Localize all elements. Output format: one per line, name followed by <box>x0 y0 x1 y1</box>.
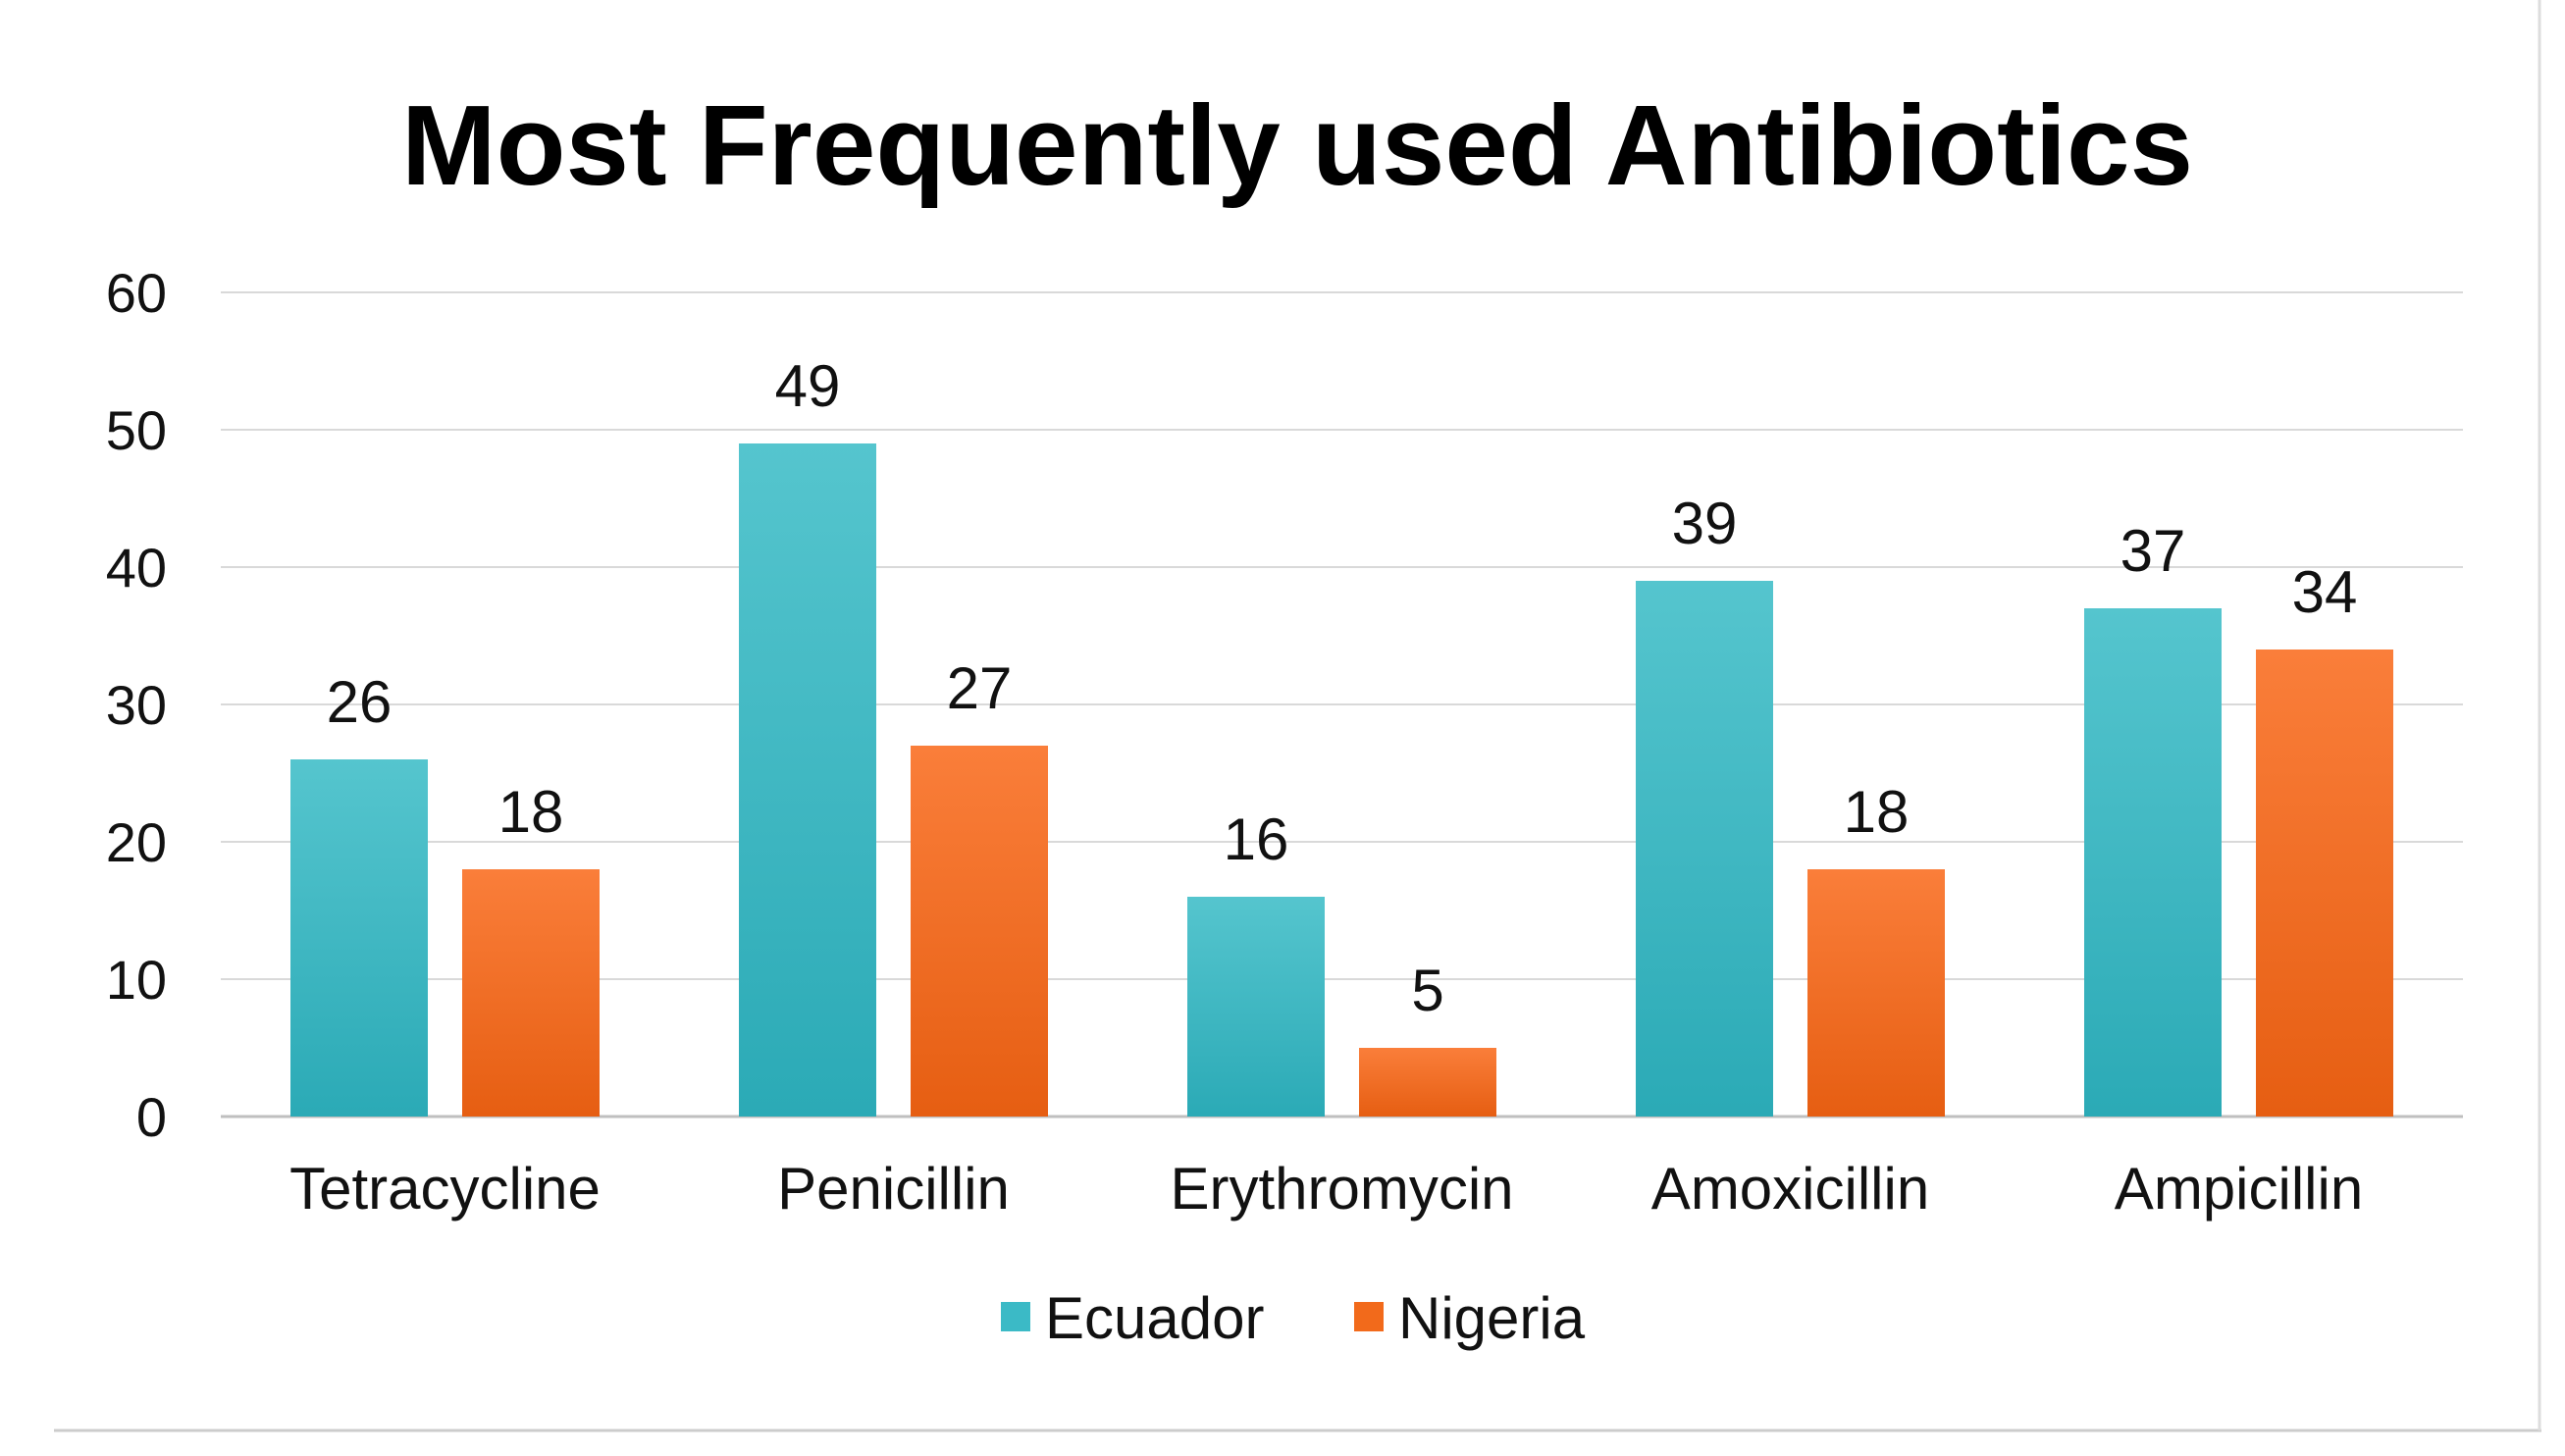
legend-label-ecuador: Ecuador <box>1045 1285 1264 1351</box>
data-label: 34 <box>2292 559 2358 625</box>
bar-ecuador-penicillin <box>739 443 876 1117</box>
legend-label-nigeria: Nigeria <box>1398 1285 1586 1351</box>
data-label: 49 <box>775 353 841 419</box>
bar-nigeria-erythromycin <box>1359 1048 1496 1117</box>
bar-ecuador-tetracycline <box>290 759 428 1117</box>
legend: Ecuador Nigeria <box>1001 1285 1586 1351</box>
data-label: 27 <box>947 655 1013 721</box>
bar-ecuador-ampicillin <box>2084 608 2222 1117</box>
data-label: 18 <box>498 779 564 845</box>
bar-ecuador-amoxicillin <box>1636 581 1773 1117</box>
y-tick-label: 30 <box>106 674 167 736</box>
y-tick-label: 20 <box>106 811 167 873</box>
legend-swatch-ecuador <box>1001 1302 1030 1331</box>
data-label: 16 <box>1224 806 1289 872</box>
data-label: 5 <box>1411 958 1443 1023</box>
bars <box>290 443 2393 1117</box>
x-axis-categories: Tetracycline Penicillin Erythromycin Amoxic… <box>289 1156 2363 1222</box>
chart-title: Most Frequently used Antibiotics <box>401 81 2193 209</box>
bar-nigeria-ampicillin <box>2256 650 2393 1117</box>
data-labels: 26 18 49 27 16 5 39 18 37 34 <box>327 353 2358 1023</box>
x-category-label: Amoxicillin <box>1651 1156 1929 1222</box>
y-tick-label: 0 <box>136 1086 167 1148</box>
x-category-label: Tetracycline <box>289 1156 601 1222</box>
y-axis-ticks: 0 10 20 30 40 50 60 <box>106 262 167 1148</box>
x-category-label: Penicillin <box>777 1156 1010 1222</box>
y-tick-label: 40 <box>106 537 167 598</box>
bar-nigeria-penicillin <box>911 746 1048 1117</box>
legend-swatch-nigeria <box>1354 1302 1384 1331</box>
y-tick-label: 60 <box>106 262 167 324</box>
x-category-label: Erythromycin <box>1170 1156 1513 1222</box>
y-tick-label: 50 <box>106 399 167 461</box>
data-label: 26 <box>327 669 393 735</box>
y-tick-label: 10 <box>106 949 167 1011</box>
bar-nigeria-tetracycline <box>462 869 600 1117</box>
data-label: 18 <box>1844 779 1910 845</box>
data-label: 39 <box>1672 491 1738 556</box>
data-label: 37 <box>2120 518 2186 584</box>
bar-nigeria-amoxicillin <box>1807 869 1945 1117</box>
bar-ecuador-erythromycin <box>1187 897 1325 1117</box>
x-category-label: Ampicillin <box>2115 1156 2363 1222</box>
